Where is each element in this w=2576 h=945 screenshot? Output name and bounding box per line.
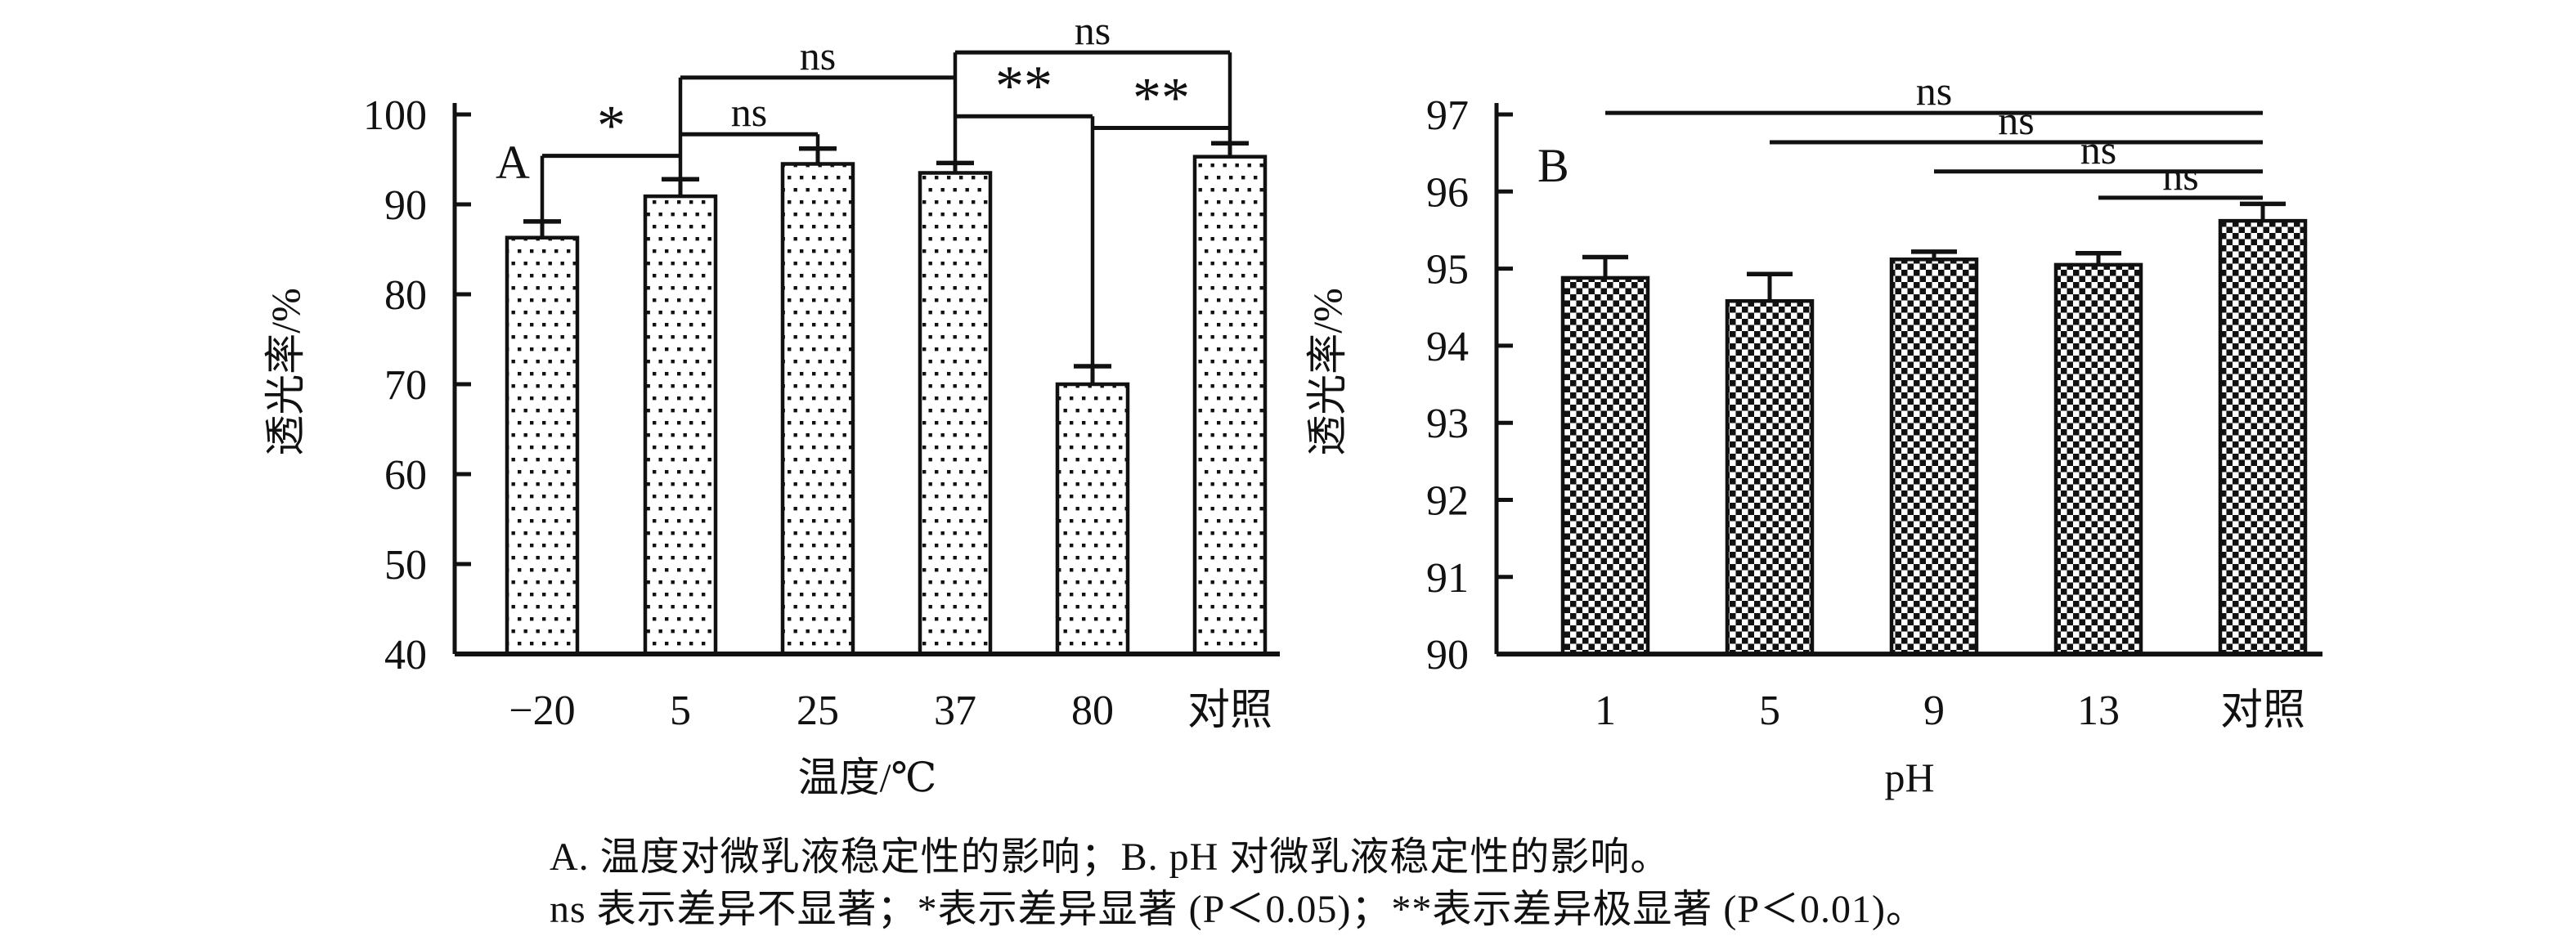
y-tick-label: 97 bbox=[1426, 92, 1469, 139]
x-category-label: 37 bbox=[934, 687, 976, 734]
y-tick-label: 90 bbox=[384, 182, 427, 229]
panel-label-A: A bbox=[496, 136, 530, 189]
y-tick-label: 60 bbox=[384, 452, 427, 499]
y-tick-label: 91 bbox=[1426, 555, 1469, 602]
y-tick-label: 50 bbox=[384, 542, 427, 589]
figure-caption-line-1: A. 温度对微乳液稳定性的影响；B. pH 对微乳液稳定性的影响。 bbox=[550, 835, 1671, 879]
significance-label: ns bbox=[1998, 97, 2034, 143]
y-axis-title-A: 透光率/% bbox=[263, 288, 308, 456]
significance-label: ** bbox=[995, 55, 1052, 118]
x-category-label: 对照 bbox=[2220, 687, 2305, 734]
x-category-label: 13 bbox=[2077, 687, 2120, 734]
bar-B-1 bbox=[1560, 275, 1650, 656]
significance-label: * bbox=[597, 95, 626, 158]
y-tick-label: 94 bbox=[1426, 324, 1469, 370]
y-tick-label: 70 bbox=[384, 362, 427, 409]
bar-A-对照 bbox=[1192, 155, 1268, 656]
x-category-label: 9 bbox=[1923, 687, 1945, 734]
bar-B-5 bbox=[1725, 298, 1815, 656]
x-category-label: −20 bbox=[509, 687, 575, 734]
x-axis-title-A: 温度/℃ bbox=[798, 755, 937, 800]
significance-label: ** bbox=[1133, 67, 1190, 130]
bar-B-9 bbox=[1889, 258, 1979, 656]
bar-B-对照 bbox=[2218, 218, 2308, 656]
significance-label: ns bbox=[731, 89, 767, 135]
x-category-label: 80 bbox=[1071, 687, 1114, 734]
x-category-label: 5 bbox=[1759, 687, 1780, 734]
significance-label: ns bbox=[1916, 68, 1952, 114]
y-tick-label: 95 bbox=[1426, 247, 1469, 293]
y-tick-label: 92 bbox=[1426, 478, 1469, 525]
y-tick-label: 100 bbox=[363, 92, 427, 139]
bar-A-−20 bbox=[505, 235, 580, 656]
x-axis-title-B: pH bbox=[1884, 755, 1934, 800]
significance-label: ns bbox=[2162, 153, 2198, 199]
bar-B-13 bbox=[2053, 262, 2143, 656]
x-category-label: 对照 bbox=[1187, 687, 1272, 734]
y-tick-label: 93 bbox=[1426, 401, 1469, 447]
bar-A-25 bbox=[780, 162, 855, 656]
y-tick-label: 80 bbox=[384, 272, 427, 319]
significance-label: ns bbox=[1075, 7, 1111, 53]
x-category-label: 25 bbox=[797, 687, 839, 734]
bar-A-37 bbox=[918, 171, 993, 656]
y-tick-label: 40 bbox=[384, 632, 427, 679]
bar-A-5 bbox=[643, 194, 718, 656]
y-axis-title-B: 透光率/% bbox=[1304, 288, 1350, 456]
figure-caption-line-2: ns 表示差异不显著；*表示差异显著 (P＜0.05)；**表示差异极显著 (P… bbox=[550, 888, 1927, 931]
bar-A-80 bbox=[1055, 382, 1130, 656]
x-category-label: 1 bbox=[1595, 687, 1616, 734]
significance-label: ns bbox=[2080, 127, 2116, 172]
y-tick-label: 90 bbox=[1426, 632, 1469, 679]
panel-label-B: B bbox=[1537, 139, 1569, 192]
y-tick-label: 96 bbox=[1426, 169, 1469, 216]
x-category-label: 5 bbox=[670, 687, 691, 734]
significance-label: ns bbox=[800, 33, 836, 78]
